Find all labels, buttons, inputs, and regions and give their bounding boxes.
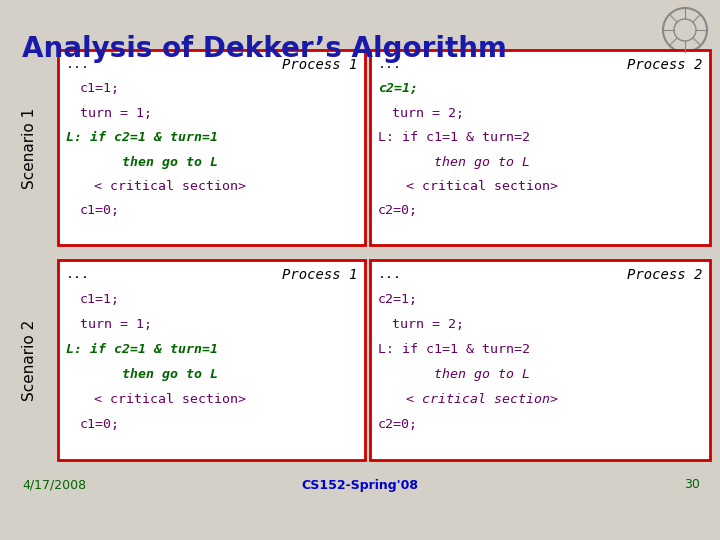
- Text: CS152-Spring'08: CS152-Spring'08: [302, 478, 418, 491]
- Text: then go to L: then go to L: [122, 156, 218, 168]
- Text: ...: ...: [378, 268, 402, 281]
- Text: c2=1;: c2=1;: [378, 293, 418, 306]
- Text: L: if c1=1 & turn=2: L: if c1=1 & turn=2: [378, 131, 530, 144]
- Text: then go to L: then go to L: [434, 156, 530, 168]
- Text: Process 1: Process 1: [282, 58, 357, 72]
- Text: 4/17/2008: 4/17/2008: [22, 478, 86, 491]
- FancyBboxPatch shape: [370, 50, 710, 245]
- Text: turn = 2;: turn = 2;: [392, 318, 464, 331]
- Text: Analysis of Dekker’s Algorithm: Analysis of Dekker’s Algorithm: [22, 35, 507, 63]
- Text: 30: 30: [684, 478, 700, 491]
- Text: ...: ...: [66, 58, 90, 71]
- Text: c2=0;: c2=0;: [378, 205, 418, 218]
- FancyBboxPatch shape: [58, 260, 365, 460]
- FancyBboxPatch shape: [370, 260, 710, 460]
- Text: L: if c1=1 & turn=2: L: if c1=1 & turn=2: [378, 343, 530, 356]
- Text: < critical section>: < critical section>: [406, 393, 558, 406]
- Text: Process 2: Process 2: [626, 58, 702, 72]
- Text: c2=1;: c2=1;: [378, 83, 418, 96]
- FancyBboxPatch shape: [58, 50, 365, 245]
- Text: turn = 2;: turn = 2;: [392, 107, 464, 120]
- Text: Scenario 1: Scenario 1: [22, 107, 37, 188]
- Text: < critical section>: < critical section>: [94, 393, 246, 406]
- Text: c2=0;: c2=0;: [378, 418, 418, 431]
- Text: ...: ...: [66, 268, 90, 281]
- Text: turn = 1;: turn = 1;: [80, 318, 152, 331]
- Text: c1=1;: c1=1;: [80, 293, 120, 306]
- Text: L: if c2=1 & turn=1: L: if c2=1 & turn=1: [66, 131, 218, 144]
- Text: Process 2: Process 2: [626, 268, 702, 282]
- Text: ...: ...: [378, 58, 402, 71]
- Text: c1=1;: c1=1;: [80, 83, 120, 96]
- Text: < critical section>: < critical section>: [94, 180, 246, 193]
- Text: < critical section>: < critical section>: [406, 180, 558, 193]
- Text: c1=0;: c1=0;: [80, 418, 120, 431]
- Text: L: if c2=1 & turn=1: L: if c2=1 & turn=1: [66, 343, 218, 356]
- Text: then go to L: then go to L: [122, 368, 218, 381]
- Text: turn = 1;: turn = 1;: [80, 107, 152, 120]
- Text: Scenario 2: Scenario 2: [22, 319, 37, 401]
- Text: then go to L: then go to L: [434, 368, 530, 381]
- Text: Process 1: Process 1: [282, 268, 357, 282]
- Text: c1=0;: c1=0;: [80, 205, 120, 218]
